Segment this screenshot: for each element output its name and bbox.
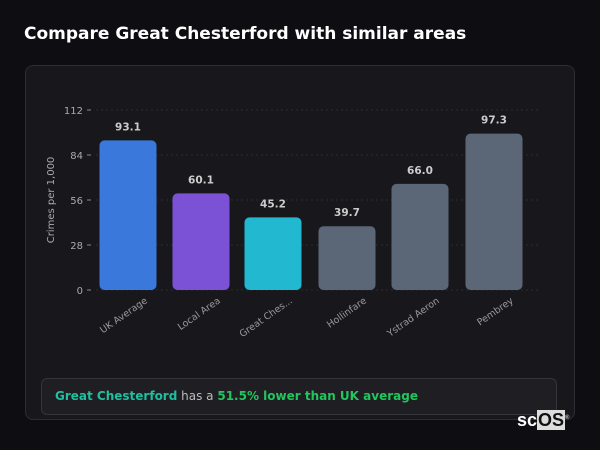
bar <box>391 183 449 290</box>
x-tick-label: Great Ches... <box>238 295 295 340</box>
summary-connector: has a <box>177 389 218 403</box>
y-tick-label: 112 <box>64 106 83 117</box>
x-tick-label: Pembrey <box>475 295 516 328</box>
y-tick-label: 0 <box>77 286 83 297</box>
bar <box>244 217 302 290</box>
bar <box>465 133 523 290</box>
page-title: Compare Great Chesterford with similar a… <box>24 24 467 44</box>
scos-logo: scOS® <box>517 410 570 430</box>
bar-value-label: 45.2 <box>260 198 286 210</box>
x-tick-label: Ystrad Aeron <box>385 295 442 340</box>
bar-value-label: 93.1 <box>115 121 141 133</box>
y-tick-label: 56 <box>70 196 83 207</box>
x-tick-label: Hollinfare <box>325 295 369 330</box>
y-axis-label: Crimes per 1,000 <box>46 157 57 244</box>
bar-value-label: 60.1 <box>188 174 214 186</box>
x-tick-label: Local Area <box>176 295 223 332</box>
y-tick-label: 28 <box>70 241 83 252</box>
comparison-value: 51.5% lower than UK average <box>217 389 418 403</box>
bar-value-label: 39.7 <box>334 207 360 219</box>
bar <box>172 193 230 290</box>
area-name: Great Chesterford <box>55 389 178 403</box>
comparison-summary: Great Chesterford has a 51.5% lower than… <box>41 378 557 415</box>
bar-value-label: 66.0 <box>407 165 433 177</box>
y-tick-label: 84 <box>70 151 83 162</box>
x-tick-label: UK Average <box>98 295 150 336</box>
bar <box>318 226 376 290</box>
bar <box>99 140 157 290</box>
bar-value-label: 97.3 <box>481 115 507 127</box>
